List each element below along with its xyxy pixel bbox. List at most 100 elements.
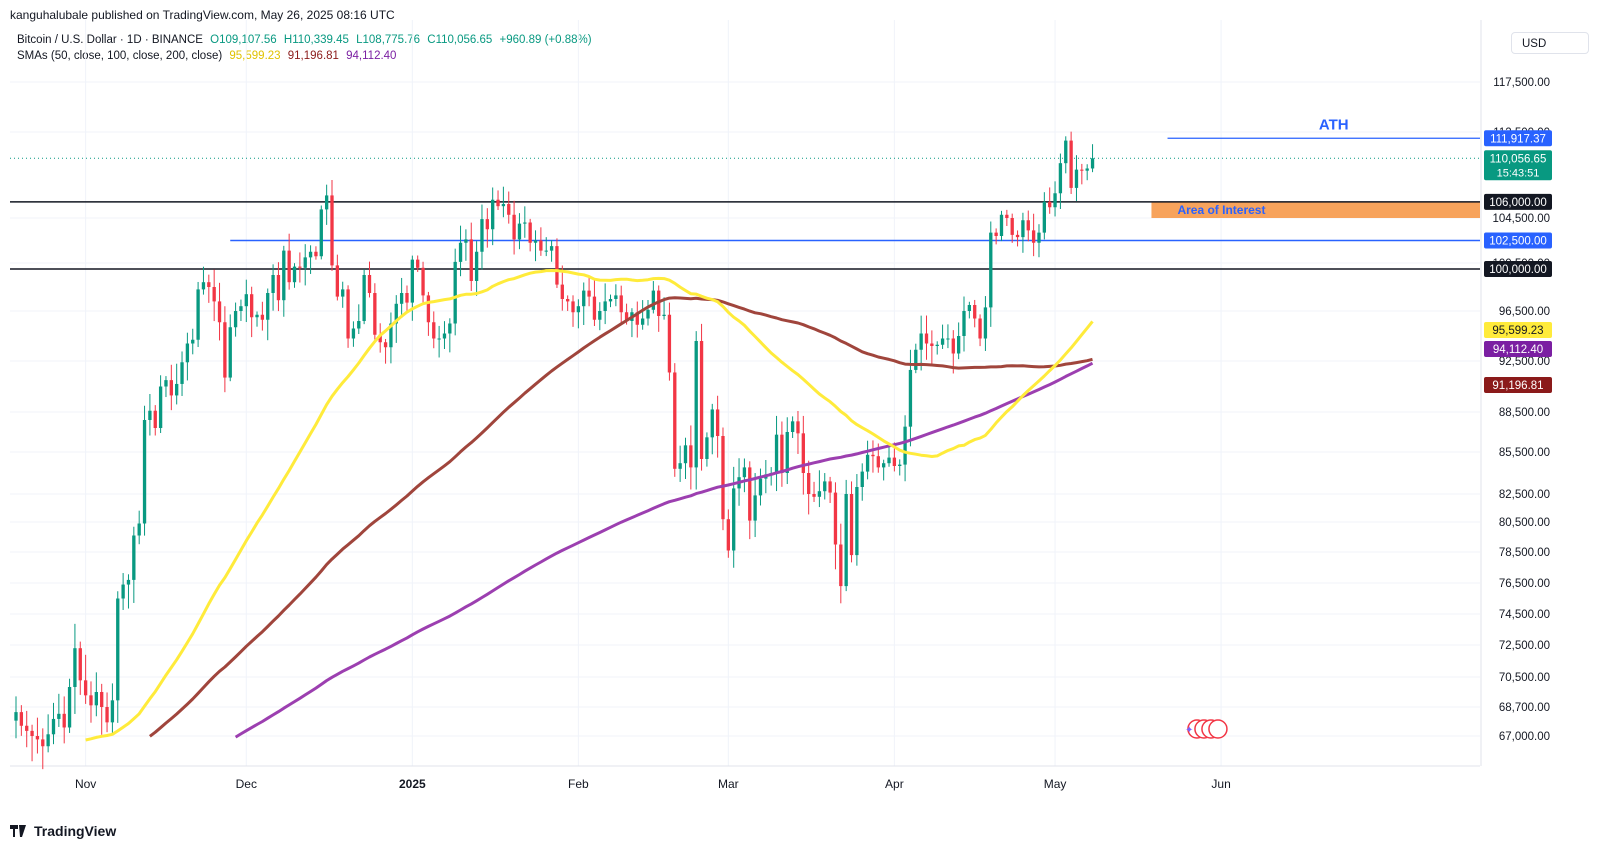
candle-body: [426, 295, 431, 323]
candle-body: [314, 251, 318, 257]
candle-body: [828, 481, 832, 493]
candle-body: [185, 343, 190, 363]
currency-button[interactable]: USD: [1511, 32, 1589, 54]
candle-body: [1074, 169, 1079, 188]
candle-body: [453, 261, 457, 324]
y-tick-label: 76,500.00: [1499, 578, 1550, 590]
candle-body: [523, 222, 527, 224]
candle-body: [614, 295, 618, 299]
candle-body: [732, 488, 736, 551]
candle-body: [978, 318, 982, 339]
candle-body: [683, 445, 688, 464]
candle-body: [51, 718, 56, 735]
candle-body: [560, 284, 564, 299]
low-value: L108,775.76: [356, 34, 421, 46]
candle-body: [989, 232, 993, 308]
candle-body: [742, 467, 747, 478]
y-tick-label: 82,500.00: [1499, 489, 1550, 501]
sma100-price-tag: 91,196.81: [1492, 380, 1543, 392]
area-of-interest-label: Area of Interest: [1177, 203, 1265, 217]
candle-body: [539, 240, 543, 251]
candle-body: [774, 434, 779, 473]
candle-body: [673, 372, 677, 469]
brand[interactable]: TradingView: [10, 823, 116, 839]
candle-body: [790, 421, 795, 432]
candle-body: [153, 410, 157, 428]
y-tick-label: 74,500.00: [1499, 609, 1550, 621]
candle-body: [608, 299, 613, 302]
candle-body: [871, 454, 875, 457]
candle-body: [394, 303, 398, 324]
candle-body: [1021, 220, 1025, 238]
candle-body: [105, 707, 109, 723]
candle-body: [464, 239, 468, 243]
candle-body: [148, 410, 152, 420]
candle-body: [624, 312, 629, 321]
candle-body: [62, 713, 66, 728]
candle-body: [587, 290, 591, 297]
candle-body: [796, 421, 800, 434]
candle-body: [999, 214, 1004, 236]
candle-body: [383, 342, 388, 348]
candle-body: [421, 267, 425, 296]
candle-body: [100, 692, 104, 707]
candle-body: [865, 454, 870, 472]
candle-body: [319, 209, 323, 257]
candle-body: [1015, 234, 1020, 238]
candle-body: [442, 333, 447, 339]
candle-body: [662, 314, 666, 316]
candle-body: [303, 257, 307, 268]
candle-body: [201, 282, 206, 290]
candle-body: [1053, 193, 1057, 208]
candle-body: [362, 275, 366, 321]
current-price-tag-bg: [1484, 150, 1552, 181]
candle-body: [94, 692, 98, 706]
candle-body: [967, 305, 972, 311]
symbol-name[interactable]: Bitcoin / U.S. Dollar · 1D · BINANCE: [17, 34, 203, 46]
candle-body: [191, 339, 195, 344]
candle-body: [378, 334, 382, 343]
candle-body: [480, 219, 484, 252]
candle-body: [582, 290, 586, 307]
candle-body: [164, 380, 168, 387]
brand-label: TradingView: [34, 823, 117, 839]
candle-body: [667, 314, 672, 373]
candle-body: [73, 648, 77, 687]
candle-body: [196, 289, 200, 340]
y-tick-label: 88,500.00: [1499, 407, 1550, 419]
candle-body: [555, 246, 559, 285]
candle-body: [956, 336, 961, 354]
candle-body: [330, 195, 334, 266]
candle-body: [1037, 232, 1041, 243]
current-price-tag: 110,056.65: [1490, 153, 1547, 165]
change-value: +960.89 (+0.88%): [499, 34, 592, 46]
candle-body: [335, 265, 340, 297]
candle-body: [1090, 158, 1095, 169]
candle-body: [437, 338, 441, 340]
candle-body: [175, 383, 179, 396]
candle-body: [983, 307, 988, 339]
candle-body: [126, 579, 131, 585]
y-tick-label: 70,500.00: [1499, 672, 1550, 684]
ath-price-tag: 111,917.37: [1490, 133, 1546, 145]
candle-body: [432, 322, 436, 339]
sma100-price-tag-bg: [1484, 377, 1552, 393]
candle-body: [469, 239, 473, 281]
candle-body: [458, 242, 463, 262]
candle-body: [308, 251, 313, 258]
candle-body: [324, 195, 329, 210]
candle-body: [946, 338, 950, 340]
area-of-interest-zone: [1151, 201, 1480, 218]
candle-body: [110, 700, 115, 723]
candle-body: [844, 494, 848, 587]
sma-label[interactable]: SMAs (50, close, 100, close, 200, close): [17, 50, 223, 62]
candle-body: [512, 214, 516, 240]
candle-body: [598, 311, 602, 320]
y-tick-label: 78,500.00: [1499, 547, 1550, 559]
x-tick-label: May: [1044, 777, 1067, 791]
candle-body: [919, 333, 923, 350]
y-tick-label: 117,500.00: [1493, 77, 1550, 89]
candle-body: [882, 463, 886, 468]
candle-body: [1064, 140, 1068, 164]
